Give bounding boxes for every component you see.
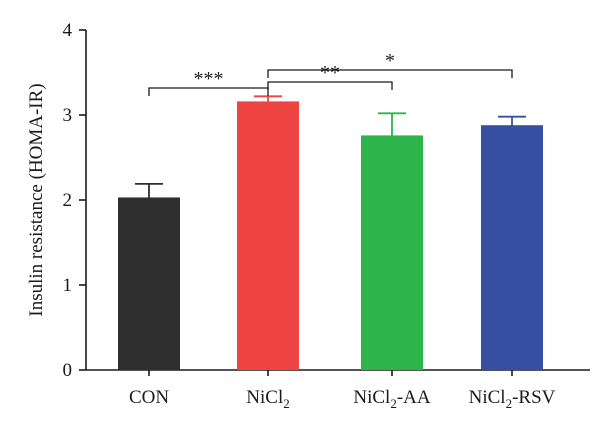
y-ticks: 0 1 2 3 4 <box>63 20 86 381</box>
y-tick-label: 0 <box>63 360 73 381</box>
significance-bracket <box>148 87 269 96</box>
bar <box>118 197 180 370</box>
bar <box>361 135 423 370</box>
category-label-base: NiCl <box>353 387 390 408</box>
y-tick-label: 1 <box>63 275 73 296</box>
category-label-base: CON <box>129 387 169 408</box>
category-label-suffix: -RSV <box>512 387 556 408</box>
category-label: NiCl2-RSV <box>469 387 556 411</box>
category-label-base: NiCl <box>246 387 283 408</box>
significance-label: ** <box>320 62 340 84</box>
y-tick-label: 2 <box>63 190 73 211</box>
category-label-suffix: -AA <box>397 387 431 408</box>
category-label-subscript: 2 <box>283 396 290 411</box>
significance-label: * <box>385 50 395 72</box>
significance-bracket <box>267 69 513 78</box>
significance-label: *** <box>194 68 224 90</box>
category-label-subscript: 2 <box>506 396 513 411</box>
significance-bracket <box>267 81 393 90</box>
significance-brackets: *** *** <box>148 50 513 96</box>
category-label-base: NiCl <box>469 387 506 408</box>
y-tick-label: 4 <box>63 20 73 41</box>
error-bars <box>135 95 526 376</box>
y-tick-label: 3 <box>63 105 73 126</box>
bar <box>481 125 543 370</box>
category-label: NiCl2-AA <box>353 387 431 411</box>
category-label: CON <box>129 387 169 408</box>
category-label-subscript: 2 <box>390 396 397 411</box>
category-label: NiCl2 <box>246 387 289 411</box>
category-labels: CON NiCl2 NiCl2-AA NiCl2-RSV <box>129 387 556 411</box>
bars <box>118 101 543 371</box>
bar <box>237 101 299 371</box>
y-axis-label: Insulin resistance (HOMA-IR) <box>26 83 47 316</box>
